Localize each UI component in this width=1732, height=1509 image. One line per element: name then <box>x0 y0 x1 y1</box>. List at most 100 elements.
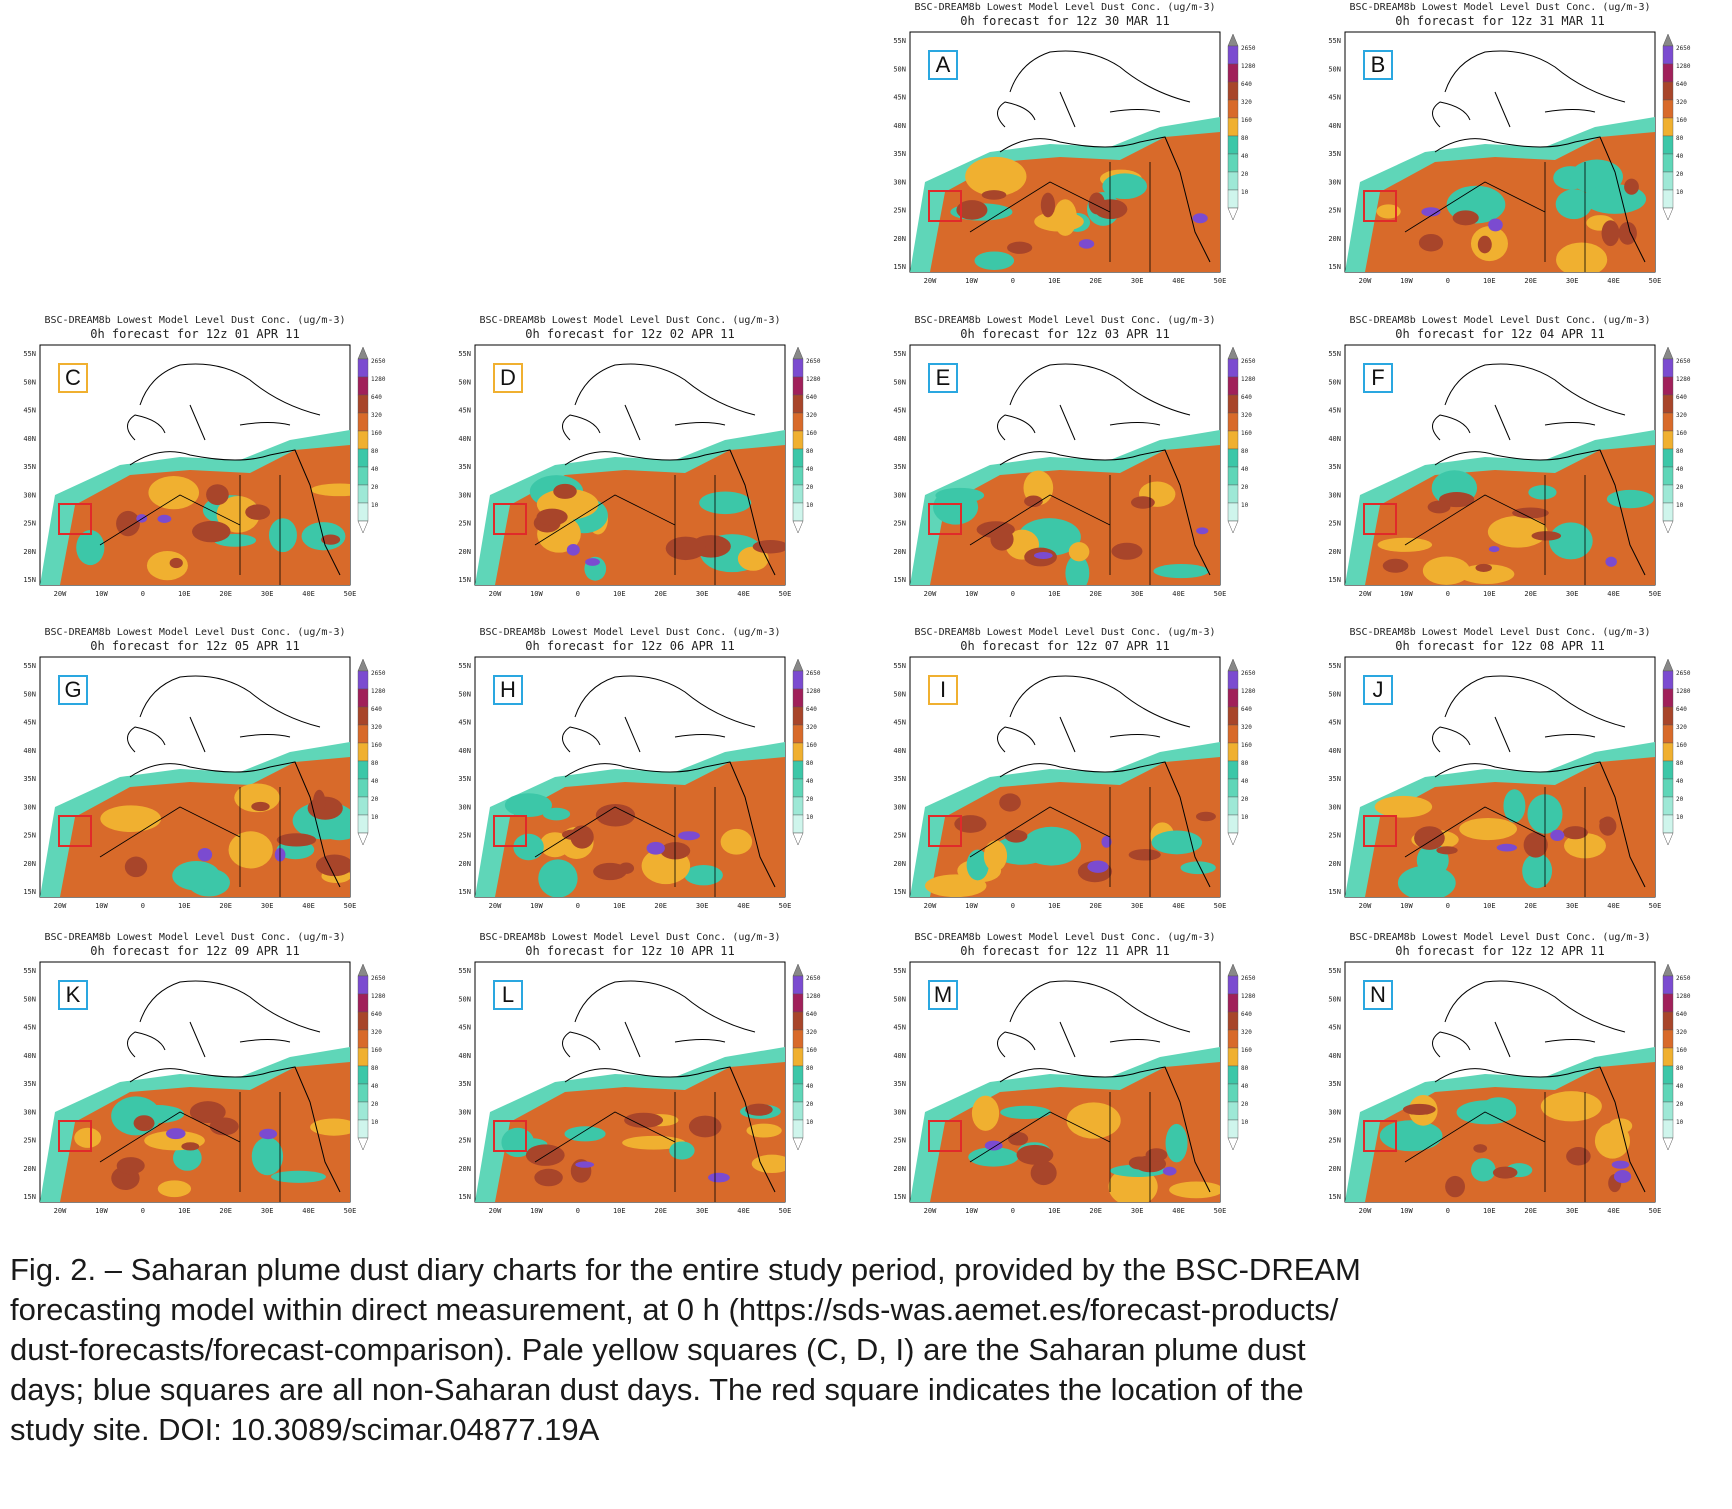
lat-tick-label: 45N <box>1328 94 1341 102</box>
lat-tick-label: 15N <box>458 1193 471 1201</box>
lat-tick-label: 15N <box>1328 263 1341 271</box>
colorbar-swatch <box>1227 760 1239 780</box>
colorbar-label: 160 <box>371 1047 382 1054</box>
colorbar-swatch <box>1662 742 1674 762</box>
lat-tick-label: 15N <box>1328 1193 1341 1201</box>
lat-tick-label: 40N <box>458 1052 471 1060</box>
colorbar-top-arrow <box>1227 658 1239 672</box>
colorbar-swatch <box>1662 153 1674 173</box>
colorbar-swatch <box>792 484 804 504</box>
colorbar-label: 80 <box>371 448 379 455</box>
coastlines <box>969 50 1211 272</box>
lat-tick-label: 50N <box>893 378 906 386</box>
colorbar-swatch <box>357 484 369 504</box>
colorbar-swatch <box>792 376 804 396</box>
lon-tick-label: 20W <box>489 590 502 598</box>
colorbar-label: 2650 <box>1676 45 1691 52</box>
colorbar-label: 320 <box>1676 724 1687 731</box>
map-forecast-date: 0h forecast for 12z 10 APR 11 <box>525 944 735 958</box>
colorbar-swatch <box>1227 1011 1239 1031</box>
colorbar-label: 40 <box>1676 466 1684 473</box>
lat-tick-label: 55N <box>893 967 906 975</box>
colorbar-label: 2650 <box>1676 358 1691 365</box>
colorbar-swatch <box>1227 706 1239 726</box>
lon-tick-label: 10W <box>530 590 543 598</box>
colorbar-swatch <box>1227 430 1239 450</box>
dust-concentration-field <box>475 1047 785 1202</box>
map-panel-j: BSC-DREAM8b Lowest Model Level Dust Conc… <box>1305 625 1715 927</box>
lat-tick-label: 20N <box>893 548 906 556</box>
lat-tick-label: 40N <box>23 747 36 755</box>
lat-tick-label: 35N <box>458 463 471 471</box>
colorbar-swatch <box>1662 724 1674 744</box>
lon-tick-label: 20E <box>1524 277 1537 285</box>
colorbar-label: 10 <box>806 502 814 509</box>
lon-tick-label: 0 <box>1011 1207 1015 1215</box>
map-title: BSC-DREAM8b Lowest Model Level Dust Conc… <box>1349 932 1651 943</box>
colorbar-label: 640 <box>1241 394 1252 401</box>
colorbar-swatch <box>1227 448 1239 468</box>
lat-tick-label: 25N <box>893 1137 906 1145</box>
lon-tick-label: 50E <box>1649 902 1662 910</box>
colorbar-swatch <box>357 1011 369 1031</box>
colorbar-label: 2650 <box>371 670 386 677</box>
dust-map: 55N 50N 45N 40N 35N 30N 25N 20N 15N 20W 10W 0 10E 20E… <box>458 656 821 910</box>
map-panel-l: BSC-DREAM8b Lowest Model Level Dust Conc… <box>435 930 845 1232</box>
colorbar-label: 320 <box>1676 99 1687 106</box>
colorbar-swatch <box>357 1083 369 1103</box>
lon-tick-label: 20E <box>654 1207 667 1215</box>
colorbar-swatch <box>357 466 369 486</box>
study-site-marker <box>493 815 527 847</box>
colorbar-swatch <box>1227 1083 1239 1103</box>
colorbar-label: 10 <box>1241 1119 1249 1126</box>
colorbar-label: 1280 <box>806 993 821 1000</box>
colorbar-swatch <box>1227 358 1239 378</box>
map-title: BSC-DREAM8b Lowest Model Level Dust Conc… <box>1349 627 1651 638</box>
colorbar-label: 10 <box>1676 814 1684 821</box>
lat-tick-label: 15N <box>23 576 36 584</box>
lat-tick-label: 35N <box>23 775 36 783</box>
dust-map: 55N 50N 45N 40N 35N 30N 25N 20N 15N 20W 10W 0 10E 20E… <box>1328 656 1691 910</box>
map-forecast-date: 0h forecast for 12z 06 APR 11 <box>525 639 735 653</box>
colorbar-label: 320 <box>371 1029 382 1036</box>
colorbar-label: 2650 <box>371 358 386 365</box>
map-forecast-date: 0h forecast for 12z 01 APR 11 <box>90 327 300 341</box>
colorbar-label: 640 <box>1241 706 1252 713</box>
colorbar-label: 80 <box>371 760 379 767</box>
colorbar-label: 10 <box>1241 814 1249 821</box>
lat-tick-label: 55N <box>458 662 471 670</box>
lat-tick-label: 15N <box>1328 888 1341 896</box>
colorbar-swatch <box>1227 171 1239 191</box>
colorbar-swatch <box>357 1029 369 1049</box>
lon-tick-label: 20W <box>924 1207 937 1215</box>
colorbar-label: 80 <box>1241 1065 1249 1072</box>
dust-concentration-field <box>40 1047 350 1202</box>
lon-tick-label: 20W <box>1359 590 1372 598</box>
dust-concentration-field <box>1345 742 1655 897</box>
lat-tick-label: 45N <box>23 407 36 415</box>
panel-letter: D <box>493 363 523 393</box>
lat-tick-label: 30N <box>893 491 906 499</box>
lon-tick-label: 10W <box>530 902 543 910</box>
lat-tick-label: 25N <box>458 1137 471 1145</box>
lat-tick-label: 15N <box>458 576 471 584</box>
lat-tick-label: 35N <box>23 463 36 471</box>
colorbar-label: 40 <box>1241 466 1249 473</box>
colorbar-label: 160 <box>1676 430 1687 437</box>
lon-tick-label: 30E <box>1566 1207 1579 1215</box>
lon-tick-label: 10E <box>178 902 191 910</box>
colorbar-label: 40 <box>371 1083 379 1090</box>
coastlines <box>534 363 776 585</box>
lat-tick-label: 25N <box>23 1137 36 1145</box>
lon-tick-label: 40E <box>737 590 750 598</box>
lon-tick-label: 10W <box>1400 1207 1413 1215</box>
colorbar-label: 20 <box>371 1101 379 1108</box>
lon-tick-label: 50E <box>1214 1207 1227 1215</box>
map-title: BSC-DREAM8b Lowest Model Level Dust Conc… <box>1349 2 1651 13</box>
colorbar-label: 10 <box>371 814 379 821</box>
lon-tick-label: 40E <box>302 590 315 598</box>
lon-tick-label: 10W <box>965 1207 978 1215</box>
lon-tick-label: 50E <box>779 590 792 598</box>
figure-caption: Fig. 2. – Saharan plume dust diary chart… <box>10 1252 1361 1447</box>
lon-tick-label: 50E <box>779 1207 792 1215</box>
